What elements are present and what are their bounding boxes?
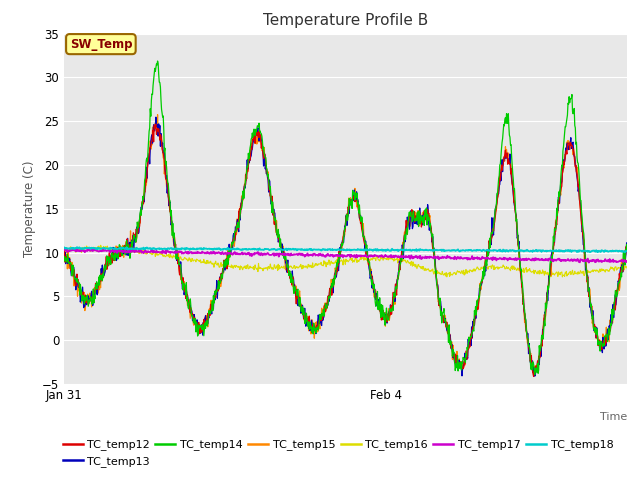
- Text: Time: Time: [600, 412, 627, 422]
- Text: SW_Temp: SW_Temp: [70, 37, 132, 50]
- Y-axis label: Temperature (C): Temperature (C): [23, 160, 36, 257]
- Legend: TC_temp12, TC_temp13, TC_temp14, TC_temp15, TC_temp16, TC_temp17, TC_temp18: TC_temp12, TC_temp13, TC_temp14, TC_temp…: [58, 435, 618, 471]
- Title: Temperature Profile B: Temperature Profile B: [263, 13, 428, 28]
